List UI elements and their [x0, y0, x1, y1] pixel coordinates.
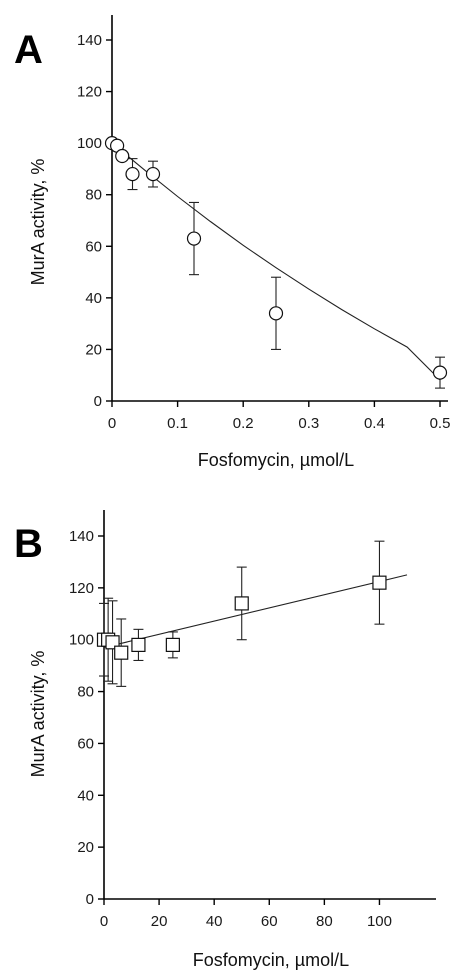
panel-b-x-tick-label: 20 — [151, 913, 168, 930]
panel-a-data-point — [125, 166, 140, 182]
panel-a-data-point — [115, 148, 130, 164]
panel-b-y-tick-label: 0 — [86, 891, 94, 908]
panel-b-data-point — [234, 596, 249, 611]
panel-a-y-tick-label: 60 — [85, 238, 102, 255]
panel-b: B MurA activity, % Fosfomycin, µmol/L 0 2… — [14, 510, 436, 970]
panel-b-fit-line — [103, 574, 408, 649]
panel-b-x-tick-label: 40 — [206, 913, 223, 930]
panel-a-x-axis-title: Fosfomycin, µmol/L — [198, 450, 354, 470]
panel-a-fit-line — [111, 142, 441, 381]
panel-b-data-point — [105, 635, 120, 650]
panel-b-data-point — [131, 637, 146, 653]
panel-a-y-tick-label: 20 — [85, 341, 102, 358]
panel-letter-b: B — [14, 522, 43, 566]
panel-b-y-tick-label: 20 — [77, 839, 94, 856]
panel-b-y-tick-label: 100 — [69, 632, 94, 649]
panel-b-x-tick-label: 0 — [100, 913, 108, 930]
panel-a-x-tick-label: 0.5 — [430, 415, 451, 432]
panel-b-x-tick-label: 100 — [367, 913, 392, 930]
panel-b-x-tick-label: 80 — [316, 913, 333, 930]
panel-b-x-axis-title: Fosfomycin, µmol/L — [193, 950, 349, 970]
panel-b-data-point — [114, 645, 129, 660]
panel-a-data-point — [432, 365, 448, 380]
panel-a-x-tick-label: 0.1 — [167, 415, 188, 432]
panel-a-y-tick-label: 40 — [85, 290, 102, 307]
panel-a-x-tick-label: 0.2 — [233, 415, 254, 432]
panel-b-y-tick-label: 80 — [77, 684, 94, 701]
panel-b-y-tick-label: 140 — [69, 528, 94, 545]
panel-a-y-axis-title: MurA activity, % — [28, 159, 48, 286]
panel-b-data-point — [372, 575, 387, 590]
panel-b-data-point — [165, 637, 180, 653]
panel-a-data-point — [186, 231, 202, 246]
panel-b-y-tick-label: 40 — [77, 787, 94, 804]
panel-a-x-tick-label: 0 — [108, 415, 116, 432]
panel-b-y-tick-label: 120 — [69, 580, 94, 597]
panel-a-y-tick-label: 140 — [77, 32, 102, 49]
panel-a: A MurA activity, % Fosfomycin, µmol/L 0 2… — [14, 15, 450, 470]
panel-a-x-tick-label: 0.3 — [298, 415, 319, 432]
panel-a-y-tick-label: 100 — [77, 135, 102, 152]
panel-a-y-tick-label: 120 — [77, 84, 102, 101]
panel-a-data-point — [268, 306, 284, 321]
panel-b-y-tick-label: 60 — [77, 735, 94, 752]
panel-letter-a: A — [14, 28, 43, 72]
panel-a-y-tick-label: 80 — [85, 187, 102, 204]
panel-b-y-axis-title: MurA activity, % — [28, 651, 48, 778]
panel-b-x-tick-label: 60 — [261, 913, 278, 930]
panel-a-data-point — [145, 166, 161, 182]
panel-a-x-tick-label: 0.4 — [364, 415, 385, 432]
panel-a-y-tick-label: 0 — [94, 393, 102, 410]
